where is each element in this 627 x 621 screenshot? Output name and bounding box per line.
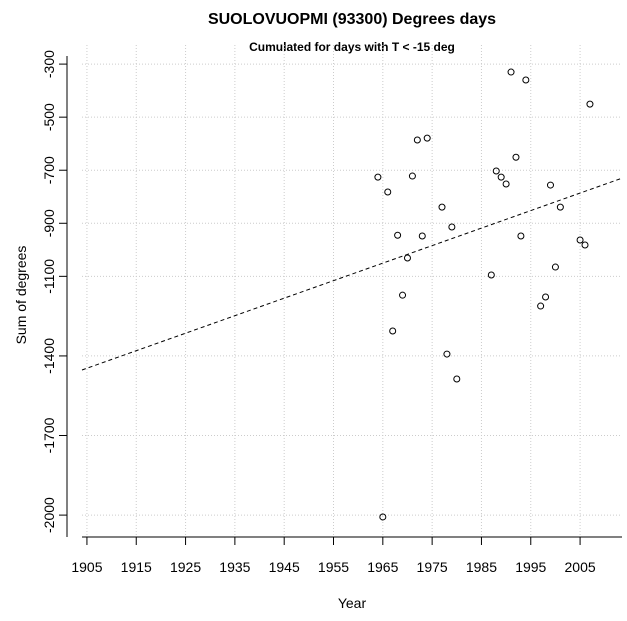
data-point [546,181,554,189]
y-tick-label: -500 [41,103,57,131]
data-point [438,203,446,211]
data-point [517,232,525,240]
data-point [379,513,387,521]
y-tick-label: -2000 [41,497,57,533]
x-tick-label: 1945 [269,559,300,575]
data-point [581,241,589,249]
x-tick-label: 1965 [367,559,398,575]
data-point [487,271,495,279]
data-point [497,173,505,181]
x-tick-label: 2005 [565,559,596,575]
data-point [542,293,550,301]
x-tick-label: 1905 [71,559,102,575]
data-point [556,203,564,211]
trend-line [81,177,623,371]
y-tick-label: -900 [41,209,57,237]
x-tick-label: 1935 [219,559,250,575]
chart-title: SUOLOVUOPMI (93300) Degrees days [208,11,496,28]
x-tick-label: 1995 [515,559,546,575]
data-point [413,136,421,144]
x-tick-label: 1925 [170,559,201,575]
x-tick-label: 1985 [466,559,497,575]
data-point [374,173,382,181]
data-point [502,180,510,188]
data-point [453,375,461,383]
data-point [423,134,431,142]
x-tick-label: 1955 [318,559,349,575]
data-point [399,291,407,299]
data-point [576,236,584,244]
data-point [389,327,397,335]
data-point [418,232,426,240]
data-point [507,68,515,76]
y-tick-label: -1100 [41,259,57,294]
chart-subtitle: Cumulated for days with T < -15 deg [249,40,455,54]
data-point [394,231,402,239]
data-point [384,188,392,196]
data-point [522,76,530,84]
data-point [551,263,559,271]
y-axis-label: Sum of degrees [13,246,29,345]
y-tick-label: -1400 [41,338,57,374]
data-point [448,223,456,231]
data-point [443,350,451,358]
y-tick-label: -1700 [41,417,57,453]
x-tick-label: 1975 [417,559,448,575]
x-axis-label: Year [338,595,367,611]
data-point [492,167,500,175]
data-point [403,254,411,262]
data-point [512,153,520,161]
data-point [408,172,416,180]
y-tick-label: -300 [41,50,57,78]
data-point [537,302,545,310]
y-tick-label: -700 [41,156,57,184]
data-point [586,100,594,108]
x-tick-label: 1915 [121,559,152,575]
